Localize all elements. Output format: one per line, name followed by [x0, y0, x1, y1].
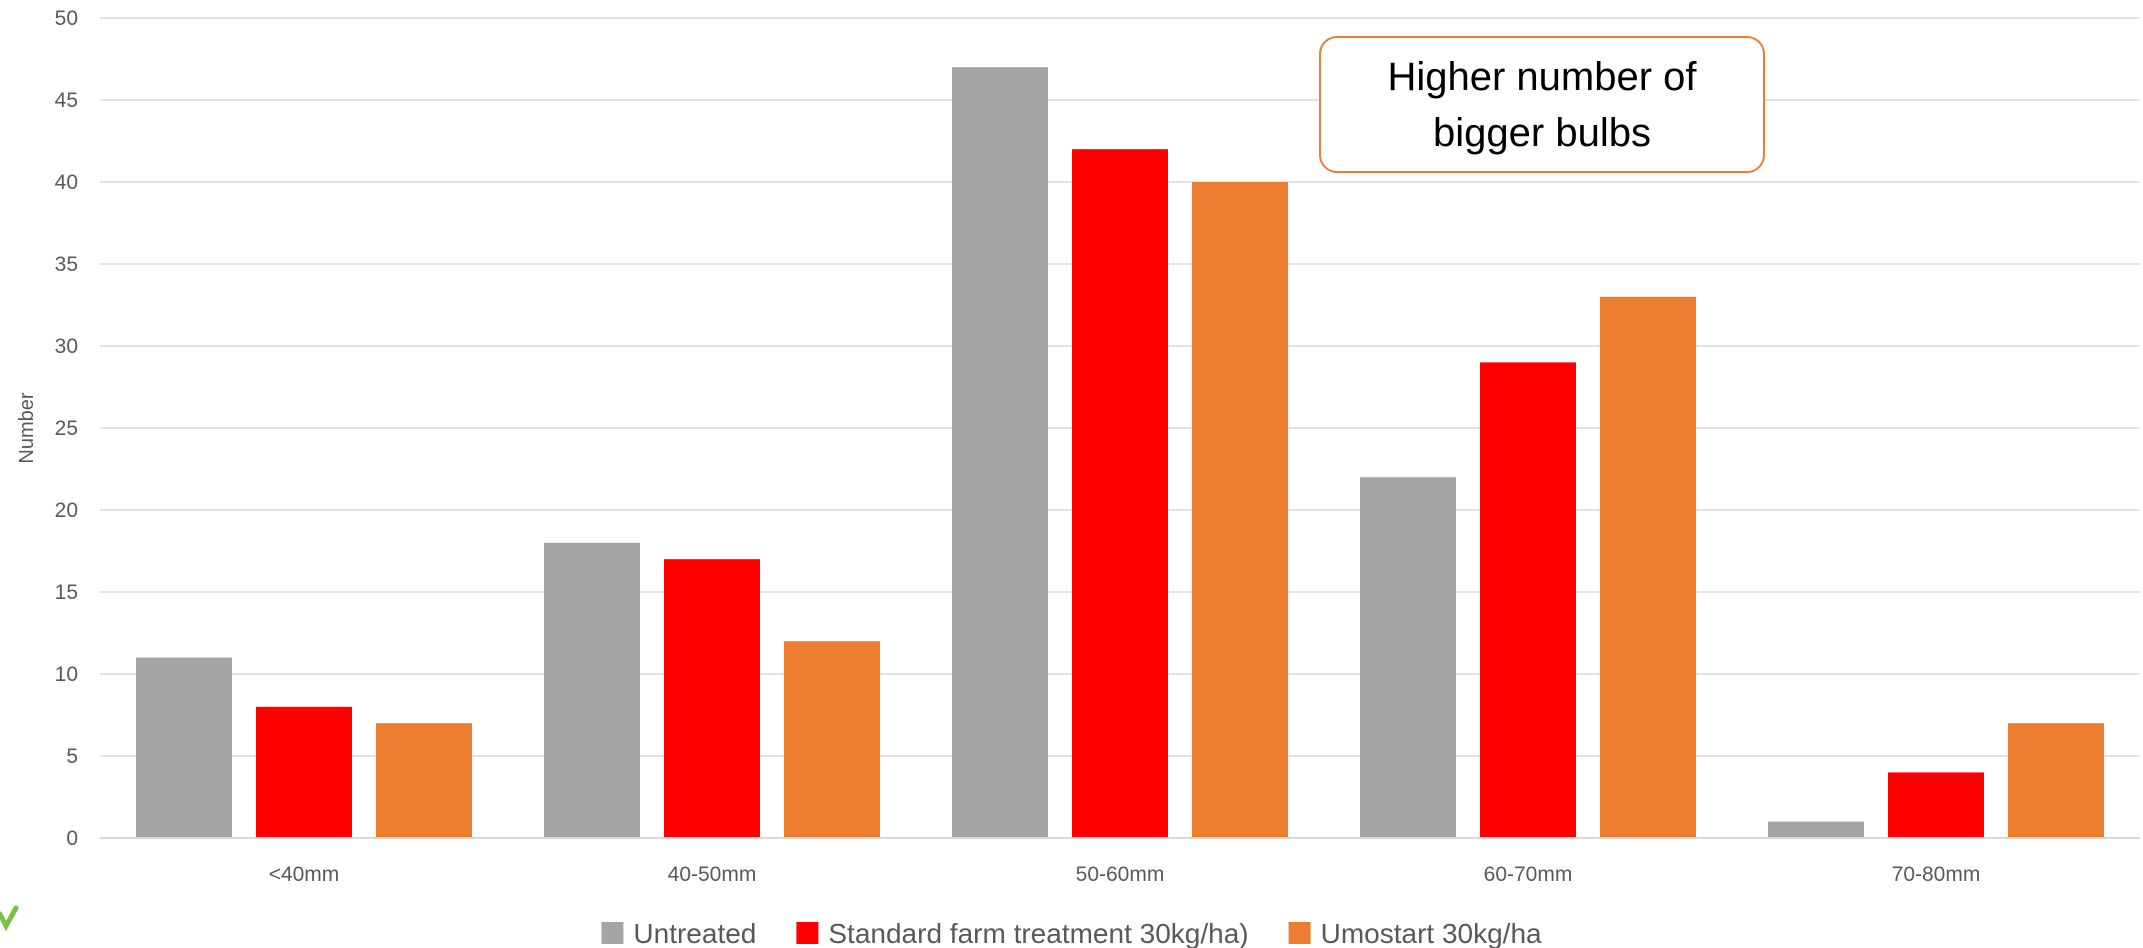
y-tick-label: 40 [55, 171, 78, 194]
y-tick-label: 30 [55, 335, 78, 358]
bars [136, 67, 2104, 838]
logo-checkmark-icon [0, 905, 19, 932]
bar-<40mm-Umostart 30kg/ha [376, 723, 472, 838]
bar-50-60mm-Untreated [952, 67, 1048, 838]
bar-<40mm-Standard farm treatment 30kg/ha) [256, 706, 352, 838]
legend-swatch [601, 922, 624, 944]
x-tick-label: 50-60mm [1076, 863, 1165, 886]
bar-70-80mm-Standard farm treatment 30kg/ha) [1888, 772, 1984, 838]
y-tick-label: 45 [55, 89, 78, 112]
legend-label: Standard farm treatment 30kg/ha) [828, 918, 1248, 948]
legend-item: Untreated [601, 918, 756, 948]
x-tick-label: <40mm [269, 863, 340, 886]
y-tick-label: 10 [55, 663, 78, 686]
x-tick-label: 70-80mm [1892, 863, 1981, 886]
y-tick-label: 20 [55, 499, 78, 522]
bar-40-50mm-Umostart 30kg/ha [784, 641, 880, 838]
bar-60-70mm-Standard farm treatment 30kg/ha) [1480, 362, 1576, 838]
y-tick-label: 15 [55, 581, 78, 604]
legend-swatch [796, 922, 819, 944]
legend: Untreated Standard farm treatment 30kg/ha… [601, 918, 1542, 948]
x-axis: <40mm 40-50mm 50-60mm 60-70mm 70-80mm [100, 837, 2140, 886]
y-tick-label: 25 [55, 417, 78, 440]
bar-40-50mm-Untreated [544, 542, 640, 838]
bar-60-70mm-Umostart 30kg/ha [1600, 296, 1696, 838]
y-tick-label: 0 [66, 827, 78, 850]
bar-50-60mm-Standard farm treatment 30kg/ha) [1072, 149, 1168, 838]
y-axis-title: Number [16, 392, 38, 463]
x-tick-label: 60-70mm [1484, 863, 1573, 886]
bar-60-70mm-Untreated [1360, 477, 1456, 838]
bar-70-80mm-Umostart 30kg/ha [2008, 723, 2104, 838]
y-tick-label: 35 [55, 253, 78, 276]
legend-label: Umostart 30kg/ha [1321, 918, 1542, 948]
y-axis: 0 5 10 15 20 25 30 35 40 45 50 [55, 7, 78, 850]
bar-<40mm-Untreated [136, 657, 232, 838]
y-tick-label: 50 [55, 7, 78, 30]
legend-swatch [1288, 922, 1311, 944]
annotation-callout: Higher number of bigger bulbs [1319, 36, 1765, 173]
bar-50-60mm-Umostart 30kg/ha [1192, 182, 1288, 838]
legend-item: Umostart 30kg/ha [1288, 918, 1542, 948]
bar-70-80mm-Untreated [1768, 821, 1864, 838]
bar-40-50mm-Standard farm treatment 30kg/ha) [664, 559, 760, 838]
legend-item: Standard farm treatment 30kg/ha) [796, 918, 1249, 948]
annotation-text: Higher number of bigger bulbs [1387, 54, 1697, 155]
legend-label: Untreated [633, 918, 756, 948]
y-tick-label: 5 [66, 745, 78, 768]
x-tick-label: 40-50mm [668, 863, 757, 886]
